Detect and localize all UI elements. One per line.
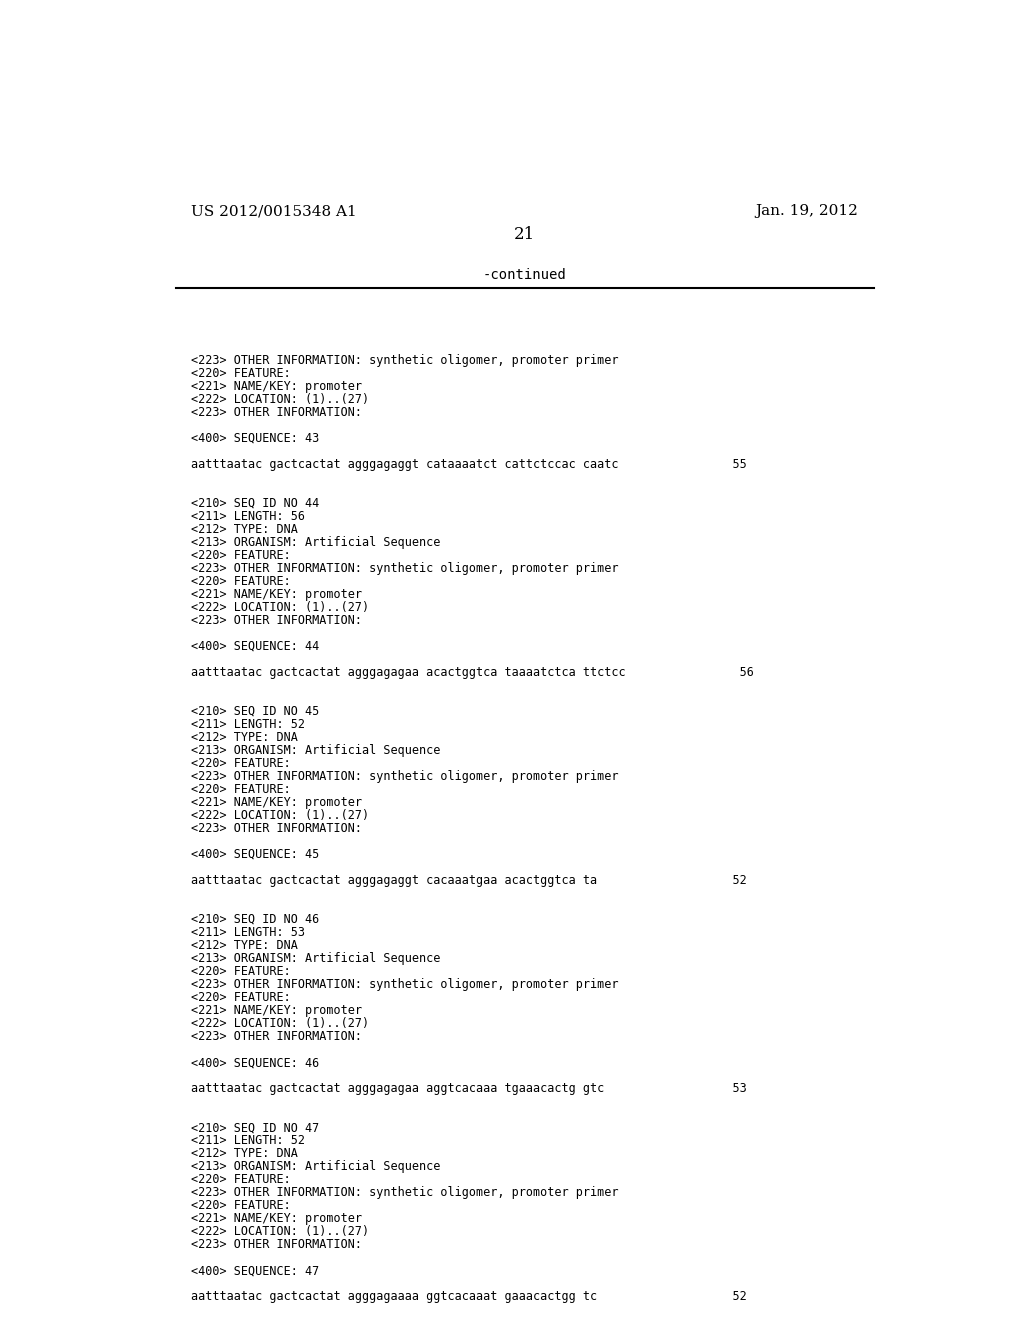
Text: <223> OTHER INFORMATION:: <223> OTHER INFORMATION: [191, 822, 362, 836]
Text: <211> LENGTH: 53: <211> LENGTH: 53 [191, 927, 305, 939]
Text: <220> FEATURE:: <220> FEATURE: [191, 756, 291, 770]
Text: <400> SEQUENCE: 46: <400> SEQUENCE: 46 [191, 1056, 319, 1069]
Text: <220> FEATURE:: <220> FEATURE: [191, 1173, 291, 1187]
Text: <223> OTHER INFORMATION: synthetic oligomer, promoter primer: <223> OTHER INFORMATION: synthetic oligo… [191, 1187, 618, 1199]
Text: <222> LOCATION: (1)..(27): <222> LOCATION: (1)..(27) [191, 392, 370, 405]
Text: <223> OTHER INFORMATION:: <223> OTHER INFORMATION: [191, 1030, 362, 1043]
Text: <210> SEQ ID NO 46: <210> SEQ ID NO 46 [191, 913, 319, 925]
Text: <400> SEQUENCE: 45: <400> SEQUENCE: 45 [191, 847, 319, 861]
Text: <211> LENGTH: 56: <211> LENGTH: 56 [191, 510, 305, 523]
Text: <220> FEATURE:: <220> FEATURE: [191, 965, 291, 978]
Text: <212> TYPE: DNA: <212> TYPE: DNA [191, 731, 298, 744]
Text: <223> OTHER INFORMATION: synthetic oligomer, promoter primer: <223> OTHER INFORMATION: synthetic oligo… [191, 978, 618, 991]
Text: <220> FEATURE:: <220> FEATURE: [191, 549, 291, 562]
Text: <223> OTHER INFORMATION:: <223> OTHER INFORMATION: [191, 1238, 362, 1251]
Text: <213> ORGANISM: Artificial Sequence: <213> ORGANISM: Artificial Sequence [191, 1160, 441, 1173]
Text: <213> ORGANISM: Artificial Sequence: <213> ORGANISM: Artificial Sequence [191, 952, 441, 965]
Text: <213> ORGANISM: Artificial Sequence: <213> ORGANISM: Artificial Sequence [191, 536, 441, 549]
Text: <222> LOCATION: (1)..(27): <222> LOCATION: (1)..(27) [191, 1225, 370, 1238]
Text: <212> TYPE: DNA: <212> TYPE: DNA [191, 523, 298, 536]
Text: <223> OTHER INFORMATION:: <223> OTHER INFORMATION: [191, 405, 362, 418]
Text: <221> NAME/KEY: promoter: <221> NAME/KEY: promoter [191, 587, 362, 601]
Text: <211> LENGTH: 52: <211> LENGTH: 52 [191, 1134, 305, 1147]
Text: <222> LOCATION: (1)..(27): <222> LOCATION: (1)..(27) [191, 1016, 370, 1030]
Text: aatttaatac gactcactat agggagagaa aggtcacaaa tgaaacactg gtc                  53: aatttaatac gactcactat agggagagaa aggtcac… [191, 1082, 748, 1096]
Text: <221> NAME/KEY: promoter: <221> NAME/KEY: promoter [191, 796, 362, 809]
Text: <210> SEQ ID NO 47: <210> SEQ ID NO 47 [191, 1121, 319, 1134]
Text: <223> OTHER INFORMATION: synthetic oligomer, promoter primer: <223> OTHER INFORMATION: synthetic oligo… [191, 562, 618, 574]
Text: aatttaatac gactcactat agggagaggt cataaaatct cattctccac caatc                55: aatttaatac gactcactat agggagaggt cataaaa… [191, 458, 748, 471]
Text: <212> TYPE: DNA: <212> TYPE: DNA [191, 1147, 298, 1160]
Text: <213> ORGANISM: Artificial Sequence: <213> ORGANISM: Artificial Sequence [191, 744, 441, 756]
Text: <400> SEQUENCE: 47: <400> SEQUENCE: 47 [191, 1265, 319, 1278]
Text: aatttaatac gactcactat agggagagaa acactggtca taaaatctca ttctcc                56: aatttaatac gactcactat agggagagaa acactgg… [191, 665, 755, 678]
Text: <222> LOCATION: (1)..(27): <222> LOCATION: (1)..(27) [191, 809, 370, 822]
Text: <220> FEATURE:: <220> FEATURE: [191, 991, 291, 1005]
Text: <210> SEQ ID NO 44: <210> SEQ ID NO 44 [191, 496, 319, 510]
Text: Jan. 19, 2012: Jan. 19, 2012 [756, 205, 858, 218]
Text: <220> FEATURE:: <220> FEATURE: [191, 1199, 291, 1212]
Text: <211> LENGTH: 52: <211> LENGTH: 52 [191, 718, 305, 731]
Text: <220> FEATURE:: <220> FEATURE: [191, 367, 291, 380]
Text: <212> TYPE: DNA: <212> TYPE: DNA [191, 939, 298, 952]
Text: <221> NAME/KEY: promoter: <221> NAME/KEY: promoter [191, 380, 362, 392]
Text: <220> FEATURE:: <220> FEATURE: [191, 574, 291, 587]
Text: <223> OTHER INFORMATION:: <223> OTHER INFORMATION: [191, 614, 362, 627]
Text: <223> OTHER INFORMATION: synthetic oligomer, promoter primer: <223> OTHER INFORMATION: synthetic oligo… [191, 354, 618, 367]
Text: 21: 21 [514, 227, 536, 243]
Text: <221> NAME/KEY: promoter: <221> NAME/KEY: promoter [191, 1212, 362, 1225]
Text: aatttaatac gactcactat agggagaaaa ggtcacaaat gaaacactgg tc                   52: aatttaatac gactcactat agggagaaaa ggtcaca… [191, 1290, 748, 1303]
Text: <220> FEATURE:: <220> FEATURE: [191, 783, 291, 796]
Text: <223> OTHER INFORMATION: synthetic oligomer, promoter primer: <223> OTHER INFORMATION: synthetic oligo… [191, 770, 618, 783]
Text: <210> SEQ ID NO 45: <210> SEQ ID NO 45 [191, 705, 319, 718]
Text: <400> SEQUENCE: 43: <400> SEQUENCE: 43 [191, 432, 319, 445]
Text: <222> LOCATION: (1)..(27): <222> LOCATION: (1)..(27) [191, 601, 370, 614]
Text: <400> SEQUENCE: 44: <400> SEQUENCE: 44 [191, 640, 319, 653]
Text: aatttaatac gactcactat agggagaggt cacaaatgaa acactggtca ta                   52: aatttaatac gactcactat agggagaggt cacaaat… [191, 874, 748, 887]
Text: <221> NAME/KEY: promoter: <221> NAME/KEY: promoter [191, 1005, 362, 1016]
Text: -continued: -continued [483, 268, 566, 282]
Text: US 2012/0015348 A1: US 2012/0015348 A1 [191, 205, 357, 218]
